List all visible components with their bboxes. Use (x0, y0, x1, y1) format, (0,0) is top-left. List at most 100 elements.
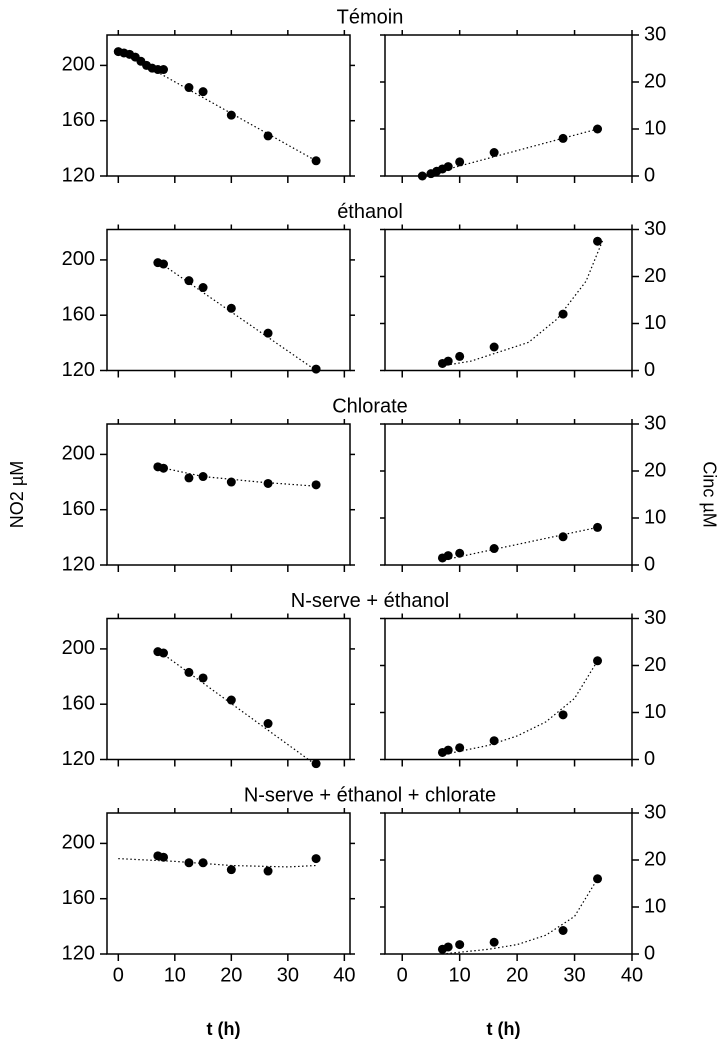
y-tick-label: 160 (62, 887, 95, 909)
data-point (159, 259, 169, 269)
y-tick-label: 120 (62, 164, 95, 186)
y-tick-label: 20 (644, 265, 666, 287)
plot-frame (106, 228, 351, 372)
data-point (593, 124, 603, 134)
data-point (443, 551, 453, 561)
y-tick-label: 160 (62, 498, 95, 520)
panel-title: Chlorate (332, 395, 408, 417)
y-tick-label: 200 (62, 832, 95, 854)
data-point (184, 858, 194, 868)
fit-line (157, 260, 317, 371)
fit-line (442, 238, 604, 367)
data-point (159, 463, 169, 473)
y-tick-label: 20 (644, 459, 666, 481)
x-tick-label: 20 (220, 964, 242, 986)
data-point (593, 522, 603, 532)
y-tick-label: 120 (62, 942, 95, 964)
x-axis-label: t (h) (487, 1019, 521, 1039)
data-point (198, 283, 208, 293)
panel-title: éthanol (337, 201, 403, 223)
data-point (417, 171, 427, 181)
data-point (455, 940, 465, 950)
y-tick-label: 0 (644, 164, 655, 186)
x-tick-label: 20 (506, 964, 528, 986)
y-tick-label: 30 (644, 23, 666, 45)
data-point (558, 926, 568, 935)
y-tick-label: 10 (644, 312, 666, 334)
data-point (159, 852, 169, 862)
x-axis-label: t (h) (207, 1019, 241, 1039)
data-point (558, 532, 568, 542)
data-point (489, 736, 499, 746)
x-tick-label: 0 (113, 964, 124, 986)
data-point (263, 328, 273, 338)
y-tick-label: 20 (644, 848, 666, 870)
y-tick-label: 0 (644, 748, 655, 770)
data-point (558, 710, 568, 720)
fit-line (442, 660, 599, 756)
y-tick-label: 120 (62, 359, 95, 381)
data-point (489, 148, 499, 157)
data-point (198, 87, 208, 97)
data-point (198, 673, 208, 683)
data-point (159, 648, 169, 658)
data-point (226, 695, 236, 705)
x-tick-label: 0 (397, 964, 408, 986)
fit-line (442, 878, 599, 955)
plot-frame (384, 34, 633, 177)
data-point (311, 364, 321, 374)
plot-frame (106, 423, 351, 566)
data-point (263, 478, 273, 488)
data-point (263, 719, 273, 729)
data-point (593, 874, 603, 884)
data-point (263, 131, 273, 141)
plot-frame (384, 228, 633, 372)
fit-line (118, 858, 317, 868)
x-tick-label: 30 (563, 964, 585, 986)
plot-frame (106, 617, 351, 761)
y-tick-label: 20 (644, 70, 666, 92)
y-tick-label: 10 (644, 895, 666, 917)
y-tick-label: 30 (644, 801, 666, 823)
data-point (489, 937, 499, 947)
y-tick-label: 20 (644, 654, 666, 676)
y-tick-label: 30 (644, 607, 666, 629)
data-point (226, 110, 236, 120)
x-tick-label: 10 (449, 964, 471, 986)
panel-title: Témoin (337, 6, 404, 28)
plot-frame (106, 812, 351, 955)
y-tick-label: 30 (644, 412, 666, 434)
data-point (455, 548, 465, 558)
plot-frame (384, 423, 633, 566)
fit-line (442, 526, 598, 561)
data-point (226, 477, 236, 487)
data-point (226, 303, 236, 313)
data-point (311, 480, 321, 490)
data-point (311, 759, 321, 769)
x-tick-label: 10 (164, 964, 186, 986)
panel-title: N-serve + éthanol (291, 590, 449, 612)
y-tick-label: 0 (644, 553, 655, 575)
data-point (311, 156, 321, 166)
data-point (184, 276, 194, 286)
y-tick-label: 160 (62, 303, 95, 325)
data-point (184, 667, 194, 677)
y-tick-label: 0 (644, 359, 655, 381)
data-point (593, 656, 603, 666)
data-point (226, 865, 236, 875)
y-tick-label: 200 (62, 443, 95, 465)
data-point (184, 83, 194, 93)
y-tick-label: 120 (62, 748, 95, 770)
x-tick-label: 40 (621, 964, 643, 986)
fit-line (157, 649, 317, 766)
fit-line (118, 49, 317, 162)
data-point (558, 133, 568, 143)
y-tick-label: 160 (62, 692, 95, 714)
data-point (455, 743, 465, 753)
data-point (311, 854, 321, 864)
y-tick-label: 0 (644, 942, 655, 964)
fit-line (157, 466, 317, 487)
y-tick-label: 160 (62, 109, 95, 131)
data-point (443, 942, 453, 952)
